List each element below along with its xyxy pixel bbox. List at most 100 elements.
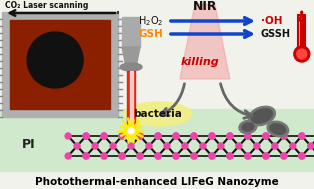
Bar [130,71,133,129]
Ellipse shape [251,109,273,123]
Bar [300,19,304,51]
Circle shape [263,153,269,159]
Circle shape [209,133,215,139]
Circle shape [200,143,206,149]
Ellipse shape [239,120,257,134]
Circle shape [92,143,98,149]
Bar [122,17,140,47]
Circle shape [173,133,179,139]
Circle shape [290,143,296,149]
Text: killing: killing [181,57,219,67]
Circle shape [254,143,260,149]
Circle shape [74,143,80,149]
Circle shape [110,143,116,149]
Circle shape [263,133,269,139]
Circle shape [119,133,125,139]
Polygon shape [122,47,140,67]
Bar [0,109,314,171]
Circle shape [227,153,233,159]
Circle shape [209,153,215,159]
Ellipse shape [120,63,142,71]
Circle shape [245,153,251,159]
Circle shape [173,153,179,159]
Circle shape [128,143,134,149]
Circle shape [164,143,170,149]
Circle shape [83,133,89,139]
Circle shape [245,153,251,159]
Circle shape [155,153,161,159]
Text: CO₂ Laser scanning: CO₂ Laser scanning [5,2,89,11]
Circle shape [83,153,89,159]
Text: bacteria: bacteria [133,109,182,119]
Circle shape [101,153,107,159]
FancyArrowPatch shape [160,84,185,115]
Text: ·OH: ·OH [261,16,282,26]
Circle shape [83,133,89,139]
Circle shape [191,153,197,159]
Polygon shape [180,4,230,79]
Circle shape [209,133,215,139]
Circle shape [119,153,125,159]
Circle shape [173,153,179,159]
Circle shape [182,143,188,149]
Text: PI: PI [22,138,36,150]
Circle shape [155,153,161,159]
Circle shape [245,133,251,139]
Circle shape [83,153,89,159]
Ellipse shape [242,123,254,131]
Circle shape [299,153,305,159]
Ellipse shape [248,106,275,126]
Circle shape [297,49,307,59]
Circle shape [65,153,71,159]
Circle shape [155,133,161,139]
Circle shape [119,153,125,159]
Bar [10,20,110,109]
Circle shape [125,125,137,137]
Ellipse shape [124,102,192,126]
Text: NIR: NIR [193,0,217,13]
Circle shape [245,133,251,139]
Circle shape [155,133,161,139]
Circle shape [294,46,310,62]
Circle shape [218,143,224,149]
Circle shape [281,153,287,159]
Circle shape [173,133,179,139]
Text: GSH: GSH [138,29,163,39]
Circle shape [191,133,197,139]
Circle shape [299,133,305,139]
Circle shape [209,153,215,159]
Circle shape [137,153,143,159]
Text: $\rm H_2O_2$: $\rm H_2O_2$ [138,14,163,28]
Circle shape [281,153,287,159]
Circle shape [281,133,287,139]
Circle shape [281,133,287,139]
Circle shape [299,133,305,139]
FancyArrowPatch shape [220,84,252,118]
Ellipse shape [270,124,286,134]
Circle shape [27,32,83,88]
Circle shape [227,153,233,159]
Circle shape [299,153,305,159]
Circle shape [191,133,197,139]
Circle shape [137,133,143,139]
Circle shape [137,153,143,159]
Circle shape [146,143,152,149]
Ellipse shape [267,121,289,137]
Text: Photothermal-enhanced LIFeG Nanozyme: Photothermal-enhanced LIFeG Nanozyme [35,177,279,187]
Circle shape [191,153,197,159]
Circle shape [236,143,242,149]
Circle shape [101,133,107,139]
Bar [127,71,135,134]
Circle shape [128,128,134,134]
Circle shape [101,153,107,159]
Circle shape [272,143,278,149]
Circle shape [227,133,233,139]
Circle shape [119,133,125,139]
Circle shape [308,143,314,149]
Circle shape [137,133,143,139]
Bar [298,15,305,53]
Bar [2,12,118,117]
Circle shape [263,153,269,159]
Circle shape [227,133,233,139]
Circle shape [263,133,269,139]
